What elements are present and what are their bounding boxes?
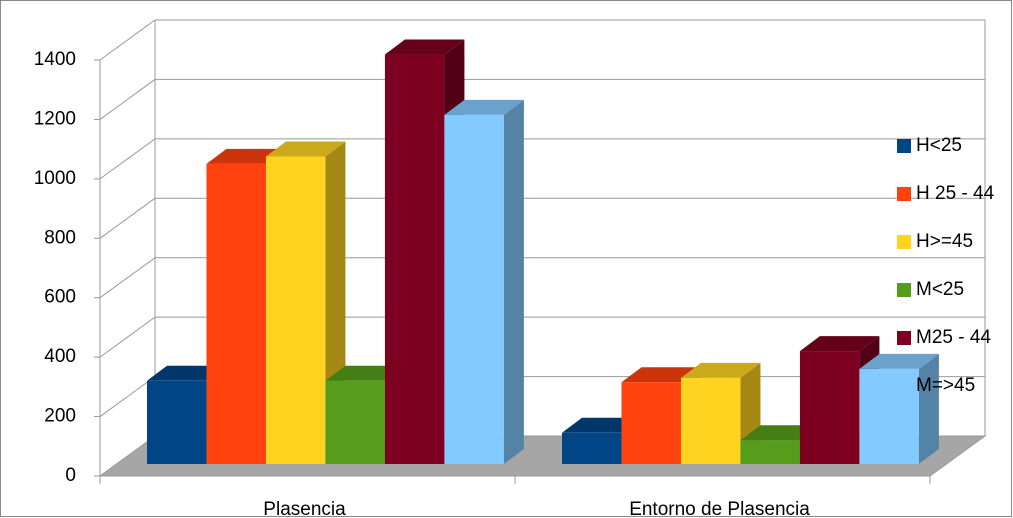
- grid-line: [99, 316, 985, 358]
- legend-label: M<25: [916, 279, 964, 300]
- y-tick-label: 400: [44, 346, 76, 367]
- grid-line: [99, 138, 985, 180]
- bar: [799, 351, 860, 464]
- bar: [384, 54, 445, 465]
- legend-label: H<25: [916, 135, 962, 156]
- grid-line: [99, 19, 985, 61]
- grid-line: [99, 78, 985, 120]
- bar-top: [859, 353, 939, 369]
- grid-line: [99, 257, 985, 299]
- y-tick-label: 600: [44, 287, 76, 308]
- legend-swatch: [897, 235, 911, 249]
- legend-swatch: [897, 139, 911, 153]
- legend-swatch: [897, 187, 911, 201]
- bar: [562, 432, 622, 464]
- bar: [680, 377, 741, 464]
- y-tick-label: 1200: [34, 108, 76, 129]
- bar: [147, 380, 207, 464]
- legend-swatch: [897, 283, 911, 297]
- legend-label: M25 - 44: [916, 327, 991, 348]
- bar-top: [444, 99, 524, 115]
- y-tick-label: 200: [44, 406, 76, 427]
- legend-swatch: [897, 331, 911, 345]
- y-tick-label: 0: [65, 465, 76, 486]
- bar-top: [384, 39, 465, 55]
- bar: [740, 440, 800, 464]
- legend-label: M=>45: [916, 375, 975, 396]
- bar-top: [680, 362, 761, 378]
- bar: [325, 380, 385, 464]
- y-tick-label: 1000: [34, 168, 76, 189]
- y-tick-label: 1400: [34, 49, 76, 70]
- bar: [265, 156, 326, 464]
- y-tick-label: 800: [44, 227, 76, 248]
- bar: [206, 163, 266, 464]
- bar-side: [918, 353, 939, 464]
- bar-top: [265, 141, 346, 157]
- bar: [621, 382, 681, 464]
- bar-top: [799, 336, 880, 352]
- bar-side: [503, 99, 524, 464]
- legend-label: H>=45: [916, 231, 973, 252]
- x-tick-label: Plasencia: [263, 499, 346, 518]
- legend-label: H 25 - 44: [916, 183, 995, 204]
- x-tick-label: Entorno de Plasencia: [629, 499, 810, 518]
- legend-swatch: [897, 379, 911, 393]
- bar: [444, 114, 504, 464]
- grid-line: [99, 197, 985, 239]
